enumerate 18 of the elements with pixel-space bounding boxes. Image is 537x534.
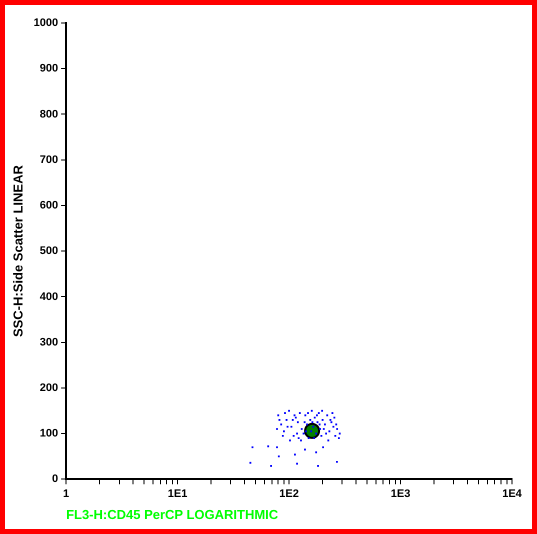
x-tick-label: 1E3 bbox=[390, 488, 410, 500]
y-tick-label: 800 bbox=[40, 108, 58, 120]
x-tick-label: 1E1 bbox=[168, 488, 188, 500]
x-axis-title: FL3-H:CD45 PerCP LOGARITHMIC bbox=[66, 506, 279, 522]
y-tick-label: 700 bbox=[40, 154, 58, 166]
y-tick-label: 400 bbox=[40, 290, 58, 303]
y-axis-title: SSC-H:Side Scatter LINEAR bbox=[10, 164, 26, 338]
x-tick-label: 1 bbox=[63, 488, 70, 500]
y-tick-label: 100 bbox=[40, 428, 58, 440]
y-tick-label: 900 bbox=[40, 62, 58, 75]
y-tick-label: 200 bbox=[40, 382, 58, 394]
x-tick-label: 1E4 bbox=[502, 488, 523, 500]
x-tick-label: 1E2 bbox=[279, 488, 299, 500]
y-tick-label: 600 bbox=[40, 200, 58, 212]
y-tick-label: 1000 bbox=[34, 17, 58, 30]
y-tick-label: 300 bbox=[40, 336, 58, 348]
y-tick-label: 0 bbox=[52, 473, 58, 486]
y-tick-label: 500 bbox=[40, 245, 58, 258]
